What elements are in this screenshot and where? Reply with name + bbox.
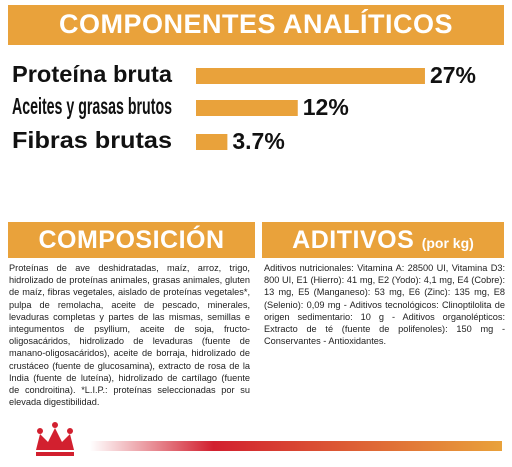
category-label: Fibras brutas: [12, 127, 172, 153]
category-label: Aceites y grasas brutos: [12, 93, 172, 119]
bar: [196, 100, 298, 116]
bar: [196, 68, 425, 84]
additives-title: ADITIVOS: [292, 226, 415, 254]
footer: [36, 422, 502, 456]
chart: COMPONENTES ANALÍTICOS Proteína bruta 27%…: [8, 5, 504, 154]
additives-text: Aditivos nutricionales: Vitamina A: 2850…: [264, 263, 505, 347]
footer-stripe: [90, 441, 502, 451]
value-label: 12%: [303, 94, 349, 120]
composition-title: COMPOSICIÓN: [38, 226, 225, 254]
additives-subtitle: (por kg): [421, 235, 474, 251]
composition-header: COMPOSICIÓN: [8, 222, 255, 258]
logo: [36, 422, 74, 456]
category-label: Proteína bruta: [12, 61, 172, 87]
chart-title: COMPONENTES ANALÍTICOS: [59, 8, 453, 39]
bar: [196, 134, 228, 150]
value-label: 27%: [430, 62, 476, 88]
additives-header: ADITIVOS (por kg): [262, 222, 504, 258]
value-label: 3.7%: [232, 128, 284, 154]
title-banner: [8, 5, 504, 45]
composition-text: Proteínas de ave deshidratadas, maíz, ar…: [9, 263, 250, 408]
